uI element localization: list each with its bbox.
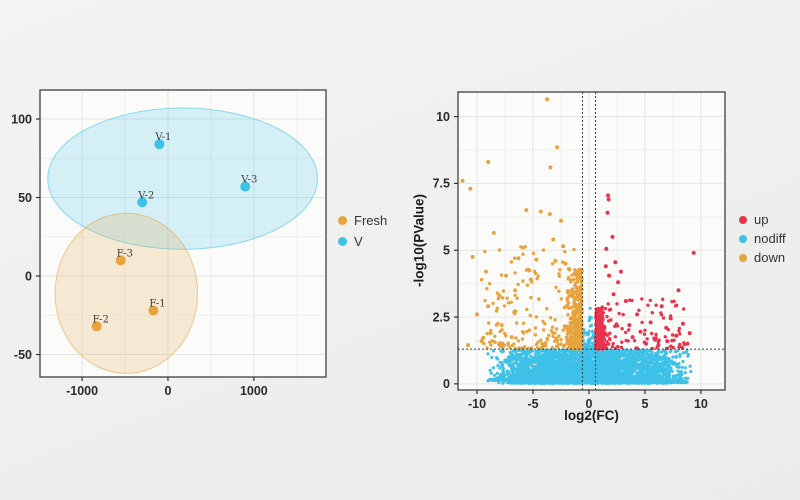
- up-points: [594, 193, 696, 351]
- axis-ticks-and-labels: -1000 0 1000 -50 0 50 100: [11, 112, 268, 398]
- fresh-group-ellipse: [54, 212, 199, 374]
- x-tick-label: 0: [164, 384, 171, 398]
- volcano-legend-item-down: down: [739, 250, 786, 265]
- group-ellipses: [47, 107, 318, 374]
- sample-point-F-2: [91, 321, 102, 332]
- y-tick-label: 0: [25, 269, 32, 283]
- volcano-x-axis-title: log2(FC): [564, 408, 619, 423]
- sample-points: V-1 V-2 V-3 F-3 F-1 F-2: [91, 132, 257, 332]
- down-swatch-icon: [739, 253, 747, 262]
- volcano-legend-label-nodiff: nodiff: [754, 231, 786, 246]
- x-tick-label: 0: [586, 397, 593, 411]
- pca-chart: V-1 V-2 V-3 F-3 F-1 F-2 -1000 0 1000 -50 0 50 100: [11, 89, 327, 398]
- y-tick-label: 10: [436, 110, 450, 124]
- y-tick-label: 7.5: [433, 177, 450, 191]
- pca-legend-item-v: V: [338, 234, 387, 249]
- fresh-swatch-icon: [338, 216, 347, 225]
- sample-label-F-2: F-2: [93, 314, 109, 325]
- volcano-legend-label-down: down: [754, 250, 786, 265]
- sample-point-V-1: [154, 139, 165, 150]
- v-swatch-icon: [338, 237, 347, 246]
- threshold-lines: [458, 92, 725, 390]
- volcano-chart: -10 -5 0 5 10 0 2.5 5 7.5 10: [433, 91, 726, 411]
- pca-legend-item-fresh: Fresh: [338, 213, 387, 228]
- y-tick-label: 0: [443, 377, 450, 391]
- volcano-y-axis-title: -log10(PValue): [411, 193, 427, 288]
- sample-point-F-1: [148, 305, 159, 316]
- down-points: [460, 97, 584, 351]
- axis-ticks-and-labels: -10 -5 0 5 10 0 2.5 5 7.5 10: [433, 110, 708, 411]
- panel-border: [39, 89, 327, 378]
- sample-label-V-2: V-2: [137, 190, 154, 201]
- panel-background: [40, 90, 326, 377]
- x-tick-label: -10: [468, 397, 486, 411]
- sample-point-V-3: [240, 181, 251, 192]
- sample-point-V-2: [137, 197, 148, 208]
- volcano-legend-label-up: up: [754, 212, 769, 227]
- y-tick-label: 100: [11, 112, 32, 126]
- pca-legend: Fresh V: [338, 213, 387, 249]
- sample-label-V-3: V-3: [240, 175, 257, 186]
- gridlines: [40, 90, 326, 377]
- x-tick-label: 1000: [240, 384, 268, 398]
- y-tick-label: -50: [14, 348, 32, 362]
- volcano-legend-item-nodiff: nodiff: [739, 231, 786, 246]
- sample-label-F-1: F-1: [149, 299, 165, 310]
- y-tick-label: 2.5: [433, 310, 450, 324]
- x-tick-label: -5: [527, 397, 538, 411]
- sample-label-V-1: V-1: [154, 132, 171, 143]
- sample-label-F-3: F-3: [117, 248, 133, 259]
- volcano-legend-item-up: up: [739, 212, 786, 227]
- y-tick-label: 5: [443, 244, 450, 258]
- volcano-legend: up nodiff down: [739, 212, 786, 265]
- nodiff-swatch-icon: [739, 234, 747, 243]
- x-tick-label: 10: [694, 397, 708, 411]
- pca-legend-label-v: V: [354, 234, 363, 249]
- x-tick-label: 5: [641, 397, 648, 411]
- up-swatch-icon: [739, 215, 747, 224]
- pca-legend-label-fresh: Fresh: [354, 213, 388, 228]
- x-tick-label: -1000: [66, 384, 98, 398]
- y-tick-label: 50: [18, 191, 32, 205]
- panel-border: [457, 91, 726, 391]
- sample-point-F-3: [115, 255, 126, 266]
